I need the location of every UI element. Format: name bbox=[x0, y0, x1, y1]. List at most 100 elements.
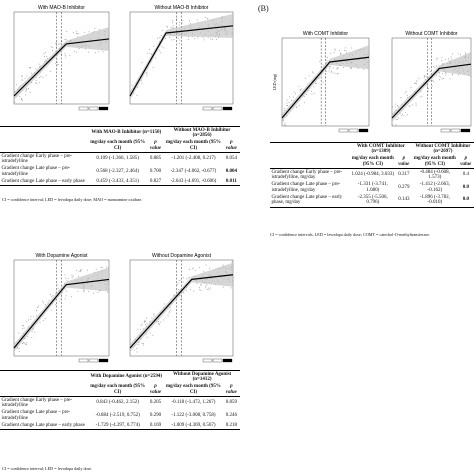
scatter-dot bbox=[141, 323, 143, 325]
scatter-dot bbox=[98, 290, 100, 292]
subheader-row: mg/day each month (95% CI) p value mg/day … bbox=[0, 383, 240, 397]
scatter-dot bbox=[400, 115, 402, 117]
scatter-dot bbox=[288, 96, 290, 98]
scatter-dot bbox=[58, 44, 60, 46]
scatter-dot bbox=[19, 96, 21, 98]
scatter-dot bbox=[46, 58, 48, 60]
scatter-dot bbox=[21, 75, 23, 77]
scatter-dot bbox=[192, 267, 194, 269]
scatter-dot bbox=[144, 319, 146, 321]
table-cell: -0.884 (-2.519, 0.752) bbox=[95, 412, 140, 418]
scatter-dot bbox=[295, 106, 297, 108]
scatter-dot bbox=[64, 38, 66, 40]
scatter-dot bbox=[428, 68, 430, 70]
scatter-dot bbox=[432, 80, 434, 82]
scatter-dot bbox=[137, 328, 139, 330]
scatter-dot bbox=[284, 124, 286, 126]
subheader: p value bbox=[146, 383, 165, 397]
scatter-dot bbox=[21, 328, 23, 330]
scatter-dot bbox=[26, 344, 28, 346]
scatter-dot bbox=[59, 43, 61, 45]
scatter-dot bbox=[131, 84, 133, 86]
scatter-dot bbox=[51, 49, 53, 51]
scatter-dot bbox=[146, 322, 148, 324]
table-cell: -1.729 (-4.397, 0.774) bbox=[88, 422, 147, 430]
header-cell bbox=[0, 383, 89, 397]
scatter-dot bbox=[138, 341, 140, 343]
scatter-dot bbox=[18, 350, 20, 352]
scatter-dot bbox=[415, 104, 417, 106]
scatter-dot bbox=[312, 71, 314, 73]
table-cell: 0.205 bbox=[149, 400, 162, 406]
plot-title: Without MAO-B Inhibitor bbox=[155, 5, 209, 11]
header-cell bbox=[270, 155, 350, 169]
scatter-dot bbox=[30, 318, 32, 320]
scatter-dot bbox=[35, 315, 37, 317]
scatter-dot bbox=[163, 47, 165, 49]
scatter-dot bbox=[146, 52, 148, 54]
scatter-dot bbox=[84, 48, 86, 50]
footnote: CI = confidence interval; LED = levodopa… bbox=[2, 466, 93, 471]
scatter-dot bbox=[136, 94, 138, 96]
scatter-dot bbox=[92, 292, 94, 294]
row-label: Gradient change Early phase – pre-istrad… bbox=[1, 397, 73, 409]
scatter-dot bbox=[186, 278, 188, 280]
scatter-dot bbox=[420, 91, 422, 93]
scatter-dot bbox=[43, 302, 45, 304]
scatter-dot bbox=[298, 105, 300, 107]
scatter-dot bbox=[313, 86, 315, 88]
scatter-dot bbox=[35, 79, 37, 81]
scatter-dot bbox=[187, 39, 189, 41]
scatter-dot bbox=[83, 291, 85, 293]
scatter-dot bbox=[336, 68, 338, 70]
scatter-dot bbox=[340, 52, 342, 54]
group-header: With COMT Inhibitor (n=1309) bbox=[349, 142, 412, 156]
scatter-dot bbox=[458, 74, 460, 76]
scatter-dot bbox=[65, 277, 67, 279]
scatter-dot bbox=[334, 49, 336, 51]
scatter-dot bbox=[199, 289, 201, 291]
scatter-dot bbox=[148, 49, 150, 51]
trend-line bbox=[391, 63, 472, 119]
scatter-dot bbox=[57, 287, 59, 289]
scatter-dot bbox=[448, 60, 450, 62]
table-cell: 0.218 bbox=[222, 422, 240, 430]
scatter-dot bbox=[395, 119, 397, 121]
table-row: Gradient change Late phase – early phase… bbox=[270, 194, 474, 208]
scatter-dot bbox=[169, 36, 171, 38]
scatter-dot bbox=[22, 324, 24, 326]
plot-svg: Without MAO-B Inhibitor bbox=[129, 5, 234, 111]
scatter-dot bbox=[188, 277, 190, 279]
subheader: mg/day each month (95% CI) bbox=[349, 155, 396, 169]
scatter-dot bbox=[291, 100, 293, 102]
scatter-dot bbox=[445, 72, 447, 74]
scatter-dot bbox=[205, 285, 207, 287]
scatter-dot bbox=[153, 315, 155, 317]
legend-box bbox=[450, 128, 461, 133]
scatter-dot bbox=[136, 347, 138, 349]
plot-title: Without COMT Inhibitor bbox=[405, 31, 457, 37]
table-cell: -2.347 (-4.062, -0.677) bbox=[170, 168, 217, 174]
plot: With MAO-B Inhibitor bbox=[4, 2, 112, 114]
subheader-row: mg/day each month (95% CI) p value mg/day … bbox=[0, 139, 240, 153]
scatter-dot bbox=[51, 47, 53, 49]
scatter-dot bbox=[14, 101, 16, 103]
scatter-dot bbox=[326, 57, 328, 59]
table-cell: 0.0 bbox=[457, 194, 474, 208]
scatter-dot bbox=[70, 295, 72, 297]
scatter-dot bbox=[180, 296, 182, 298]
scatter-dot bbox=[15, 84, 17, 86]
scatter-dot bbox=[162, 319, 164, 321]
scatter-dot bbox=[43, 53, 45, 55]
scatter-dot bbox=[436, 58, 438, 60]
plot-title: With Dopamine Agonist bbox=[36, 253, 89, 259]
legend-box bbox=[440, 128, 451, 133]
scatter-dot bbox=[445, 59, 447, 61]
scatter-dot bbox=[160, 52, 162, 54]
scatter-dot bbox=[200, 284, 202, 286]
table-cell: 0.827 bbox=[146, 178, 165, 186]
scatter-dot bbox=[43, 56, 45, 58]
scatter-dot bbox=[329, 52, 331, 54]
footnote: CI = confidence intervals; LED = levodop… bbox=[270, 232, 431, 237]
scatter-dot bbox=[64, 53, 66, 55]
